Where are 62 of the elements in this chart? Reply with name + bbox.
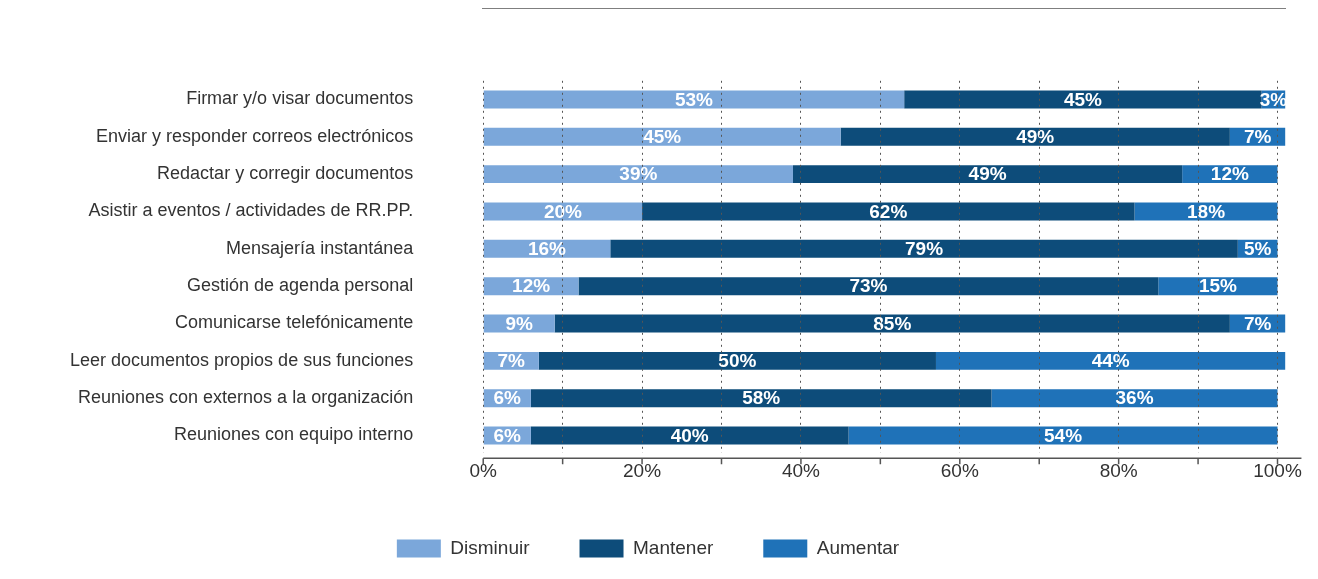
bar (578, 277, 1159, 296)
data-label: 45% (643, 126, 682, 148)
legend-label: Mantener (633, 536, 714, 558)
data-label: 54% (1044, 424, 1083, 446)
data-label: 44% (1091, 350, 1130, 372)
bar (483, 90, 905, 109)
x-tick-label: 0% (469, 459, 498, 481)
data-label: 15% (1198, 275, 1238, 297)
data-label: 5% (1243, 238, 1272, 260)
data-label: 12% (1210, 163, 1249, 185)
x-tick-label: 100% (1253, 459, 1302, 481)
data-label: 7% (1243, 312, 1272, 334)
bar (538, 351, 936, 370)
data-label: 58% (742, 387, 781, 409)
y-tick-label: Redactar y corregir documentos (157, 163, 414, 184)
x-tick-label: 80% (1099, 459, 1138, 481)
legend-label: Aumentar (816, 536, 900, 558)
y-tick-label: Reuniones con externos a la organización (77, 387, 414, 408)
bar (483, 127, 841, 146)
data-label: 79% (905, 238, 944, 260)
bar (642, 202, 1135, 221)
data-label: 12% (512, 275, 551, 297)
data-label: 7% (497, 350, 526, 372)
bar (483, 165, 793, 184)
data-label: 73% (849, 275, 888, 297)
bar (554, 314, 1230, 333)
bar (991, 389, 1278, 408)
y-tick-label: Asistir a eventos / actividades de RR.PP. (88, 200, 414, 221)
data-label: 39% (619, 163, 658, 185)
data-label: 85% (873, 312, 912, 334)
y-tick-label: Reuniones con equipo interno (174, 424, 414, 445)
y-tick-label: Leer documentos propios de sus funciones (69, 349, 414, 370)
data-label: 6% (493, 387, 522, 409)
data-label: 62% (869, 200, 908, 222)
bar (935, 351, 1286, 370)
data-label: 16% (527, 238, 567, 260)
data-label: 50% (718, 350, 757, 372)
bar (792, 165, 1183, 184)
y-tick-label: Enviar y responder correos electrónicos (96, 125, 414, 146)
y-tick-label: Gestión de agenda personal (187, 275, 414, 296)
data-label: 49% (1016, 126, 1055, 148)
x-tick-label: 20% (623, 459, 662, 481)
bar (848, 426, 1278, 445)
legend-label: Disminuir (450, 536, 531, 558)
data-label: 53% (674, 88, 714, 110)
bar (840, 127, 1230, 146)
y-tick-label: Mensajería instantánea (226, 237, 415, 258)
data-label: 6% (493, 424, 522, 446)
data-label: 18% (1187, 200, 1226, 222)
bar (610, 239, 1238, 258)
x-tick-label: 40% (781, 459, 821, 481)
data-label: 40% (670, 424, 709, 446)
data-label: 9% (505, 312, 534, 334)
data-label: 20% (543, 200, 583, 222)
data-label: 7% (1243, 126, 1272, 148)
data-label: 45% (1063, 88, 1103, 110)
y-tick-label: Comunicarse telefónicamente (175, 312, 414, 333)
y-tick-label: Firmar y/o visar documentos (186, 88, 414, 109)
bar (530, 389, 992, 408)
data-label: 36% (1115, 387, 1154, 409)
x-tick-label: 60% (940, 459, 979, 481)
data-label: 49% (968, 163, 1007, 185)
